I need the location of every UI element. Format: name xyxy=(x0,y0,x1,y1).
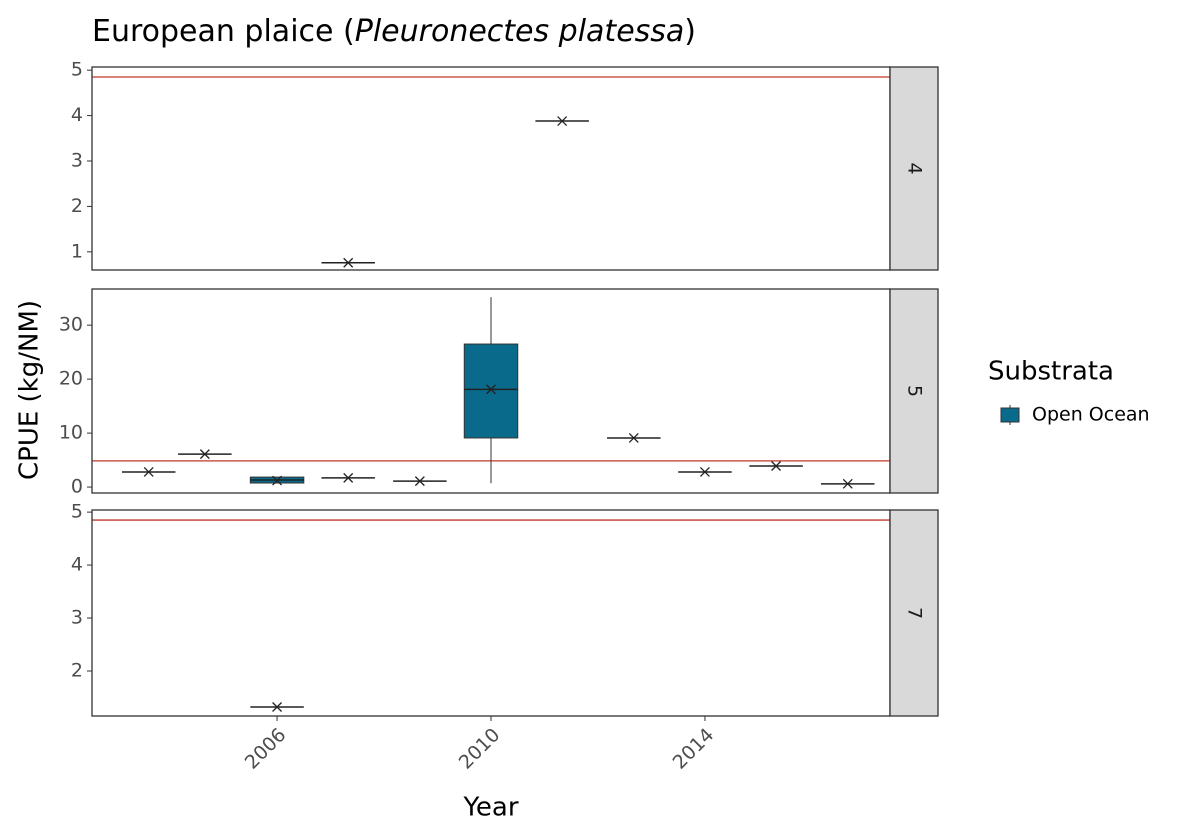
mean-marker xyxy=(272,475,283,486)
mean-marker xyxy=(771,461,782,471)
y-tick-label: 10 xyxy=(59,422,83,444)
panel-border xyxy=(91,66,891,271)
x-tick-label: 2006 xyxy=(241,724,291,774)
facet-label: 7 xyxy=(904,607,926,619)
facet-label: 4 xyxy=(904,162,926,174)
y-axis-label: CPUE (kg/NM) xyxy=(15,300,45,480)
y-tick-label: 5 xyxy=(71,501,83,523)
x-axis-label: Year xyxy=(462,793,518,823)
legend-key xyxy=(1000,407,1020,423)
mean-marker xyxy=(842,478,853,489)
title-part: European plaice ( xyxy=(92,14,355,49)
legend-label: Open Ocean xyxy=(1032,404,1150,426)
mean-marker xyxy=(557,116,568,127)
mean-marker xyxy=(272,702,283,712)
mean-marker xyxy=(628,432,639,443)
y-tick-label: 30 xyxy=(59,314,83,336)
y-tick-label: 0 xyxy=(71,476,83,498)
y-tick-label: 2 xyxy=(71,195,83,217)
y-tick-label: 4 xyxy=(71,104,83,126)
mean-marker xyxy=(343,472,354,483)
y-tick-label: 4 xyxy=(71,554,83,576)
facet-strip xyxy=(889,288,939,494)
title-part: ) xyxy=(684,14,696,49)
y-tick-label: 2 xyxy=(71,659,83,681)
panel-border xyxy=(91,509,891,717)
legend-title: Substrata xyxy=(988,357,1114,387)
facet-strip xyxy=(889,66,939,271)
y-tick-label: 3 xyxy=(71,607,83,629)
y-tick-label: 20 xyxy=(59,368,83,390)
mean-marker xyxy=(143,466,154,477)
chart-title: European plaice (Pleuronectes platessa) xyxy=(92,14,696,49)
mean-marker xyxy=(414,476,425,487)
facet-strip xyxy=(889,509,939,717)
facet-label: 5 xyxy=(904,385,926,397)
mean-marker xyxy=(199,449,210,460)
mean-marker xyxy=(343,257,354,268)
mean-marker xyxy=(486,384,496,395)
y-tick-label: 5 xyxy=(71,59,83,81)
y-tick-label: 3 xyxy=(71,150,83,172)
y-tick-label: 1 xyxy=(71,240,83,262)
title-part: Pleuronectes platessa xyxy=(355,14,685,49)
box xyxy=(463,343,519,439)
x-tick-label: 2010 xyxy=(455,724,505,774)
mean-marker xyxy=(699,466,710,477)
x-tick-label: 2014 xyxy=(669,724,719,774)
